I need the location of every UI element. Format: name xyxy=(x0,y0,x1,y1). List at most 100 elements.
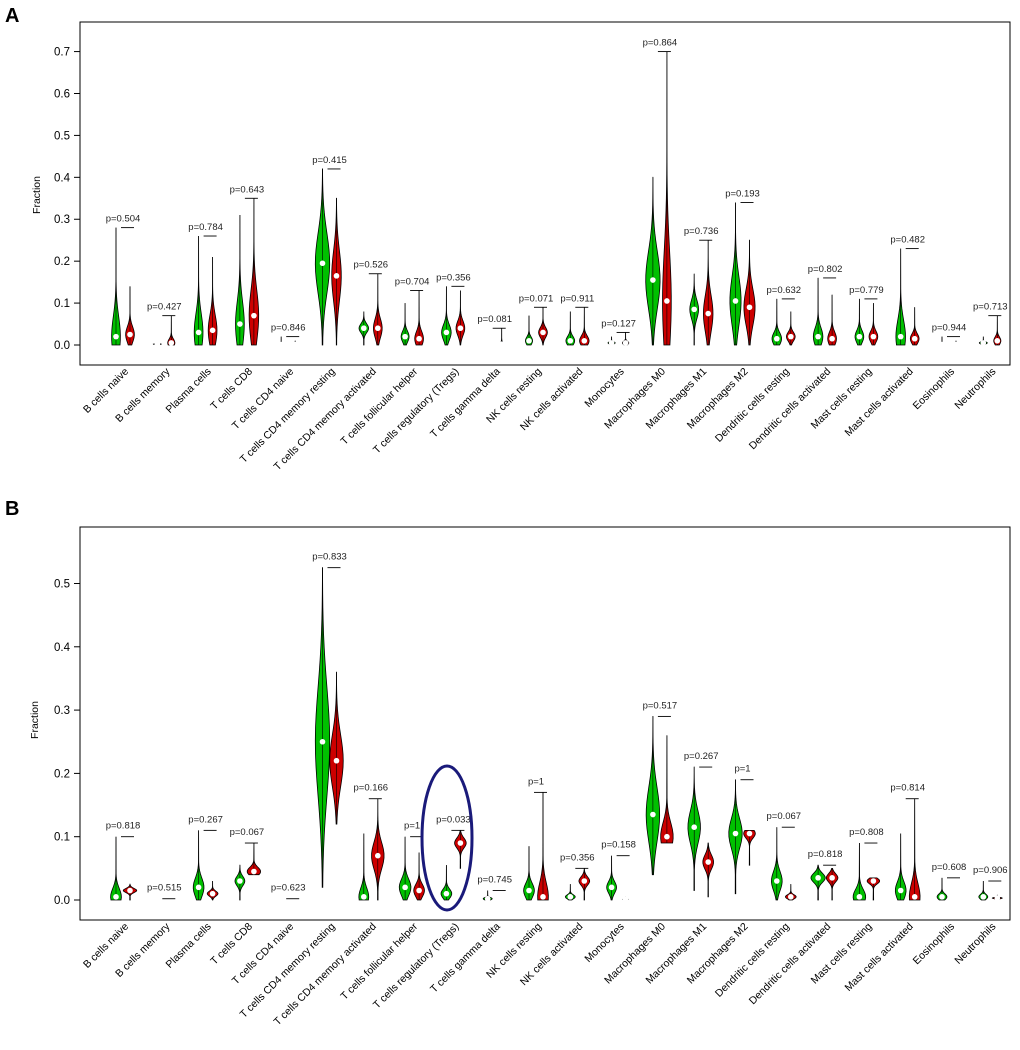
panel-b-median-t-cells-cd4-memory-resting-group1 xyxy=(319,738,326,745)
panel-b-y-tick-label: 0.0 xyxy=(54,895,70,907)
panel-a-p-value-mast-cells-resting: p=0.779 xyxy=(849,285,884,296)
panel-a-category-label-dendritic-cells-activated: Dendritic cells activated xyxy=(747,366,834,453)
panel-b-p-value-t-cells-cd4-memory-resting: p=0.833 xyxy=(312,552,347,563)
panel-a-median-nk-cells-activated-group2 xyxy=(581,338,588,344)
panel-b-median-macrophages-m1-group1 xyxy=(691,824,697,831)
panel-b-median-mast-cells-resting-group1 xyxy=(856,894,863,900)
panel-a-median-monocytes-group2 xyxy=(622,340,629,346)
panel-a-median-b-cells-naive-group1 xyxy=(113,333,119,340)
panel-b-median-plasma-cells-group1 xyxy=(195,884,202,891)
panel-b-median-nk-cells-activated-group2 xyxy=(581,878,588,884)
panel-b-y-axis: 0.0 0.1 0.2 0.3 0.4 0.5 xyxy=(54,578,80,907)
panel-a-median-plasma-cells-group1 xyxy=(195,329,202,336)
panel-a-median-t-cells-cd4-memory-resting-group1 xyxy=(319,260,326,267)
panel-a-median-monocytes-group1 xyxy=(608,340,615,346)
panel-b-median-t-cells-cd4-memory-activated-group1 xyxy=(361,894,367,900)
panel-b-y-tick-label: 0.2 xyxy=(54,768,70,780)
panel-b-category-label-mast-cells-activated: Mast cells activated xyxy=(843,921,916,994)
panel-a-p-value-t-cells-cd4-naive: p=0.846 xyxy=(271,323,306,334)
panel-b-median-t-cells-cd4-memory-activated-group2 xyxy=(375,852,381,859)
panel-a-p-value-dendritic-cells-resting: p=0.632 xyxy=(766,285,801,296)
panel-a-p-values: p=0.504 p=0.427 p=0.784 p=0.643 p=0.846 p=0.4… xyxy=(106,38,1008,338)
panel-a-median-dendritic-cells-activated-group1 xyxy=(815,333,821,340)
panel-b-median-macrophages-m0-group2 xyxy=(664,833,670,840)
panel-b-median-nk-cells-activated-group1 xyxy=(567,894,574,900)
panel-b-plot-frame xyxy=(79,526,1011,921)
panel-b-median-t-cells-follicular-helper-group2 xyxy=(416,887,422,894)
panel-b-median-t-cells-gamma-delta-group2 xyxy=(498,896,505,903)
panel-b-category-label-dendritic-cells-resting: Dendritic cells resting xyxy=(713,921,792,1000)
panel-b-median-b-cells-memory-group2 xyxy=(168,896,175,903)
panel-a-y-tick-label: 0.2 xyxy=(54,256,70,268)
panel-a-y-tick-label: 0.3 xyxy=(54,214,70,226)
panel-a-median-neutrophils-group1 xyxy=(980,340,987,346)
panel-b-y-tick-label: 0.1 xyxy=(54,832,70,844)
panel-a-category-label-monocytes: Monocytes xyxy=(582,366,626,410)
panel-a-median-macrophages-m2-group1 xyxy=(732,298,739,304)
panel-b: B Fraction 0.00.10.20.30.40.5 p=0.818p=0… xyxy=(5,498,1011,1028)
panel-a-median-t-cells-cd4-memory-activated-group2 xyxy=(375,325,381,332)
panel-b-category-label-neutrophils: Neutrophils xyxy=(952,921,998,967)
panel-a-median-nk-cells-resting-group2 xyxy=(540,329,546,336)
panel-a-median-t-cells-gamma-delta-group1 xyxy=(484,341,491,348)
panel-a-median-macrophages-m2-group2 xyxy=(746,304,753,311)
panel-b-median-mast-cells-activated-group2 xyxy=(911,894,918,900)
panel-a-median-t-cells-gamma-delta-group2 xyxy=(498,341,505,347)
panel-b-p-value-t-cells-cd4-naive: p=0.623 xyxy=(271,883,306,894)
panel-a-median-nk-cells-activated-group1 xyxy=(567,338,574,344)
panel-b-p-value-plasma-cells: p=0.267 xyxy=(188,814,223,825)
panel-b-p-value-eosinophils: p=0.608 xyxy=(932,862,967,873)
panel-b-median-t-cells-gamma-delta-group1 xyxy=(484,895,491,902)
panel-a-median-eosinophils-group1 xyxy=(939,341,945,348)
panel-a-p-value-t-cells-follicular-helper: p=0.704 xyxy=(395,277,430,288)
panel-b-y-tick-label: 0.4 xyxy=(54,642,71,654)
panel-b-median-nk-cells-resting-group1 xyxy=(526,887,532,894)
panel-b-p-value-macrophages-m1: p=0.267 xyxy=(684,751,719,762)
panel-b-median-neutrophils-group2 xyxy=(994,895,1001,901)
panel-b-p-value-t-cells-cd8: p=0.067 xyxy=(230,827,265,838)
panel-a-p-value-monocytes: p=0.127 xyxy=(601,318,636,329)
panel-b-median-dendritic-cells-activated-group1 xyxy=(815,875,821,881)
panel-b-median-macrophages-m2-group1 xyxy=(732,830,739,837)
panel-a-p-value-plasma-cells: p=0.784 xyxy=(188,222,223,233)
panel-a-median-mast-cells-activated-group1 xyxy=(897,333,904,340)
panel-b-median-t-cells-cd4-naive-group2 xyxy=(292,896,299,903)
panel-b-violins xyxy=(110,567,1003,903)
panel-a-median-plasma-cells-group2 xyxy=(209,327,216,334)
panel-b-median-mast-cells-resting-group2 xyxy=(870,878,877,884)
panel-a-y-tick-label: 0.0 xyxy=(54,340,70,352)
panel-b-p-value-t-cells-regulatory-tregs: p=0.033 xyxy=(436,814,471,825)
panel-a-y-tick-label: 0.1 xyxy=(54,298,70,310)
panel-a-y-axis: 0.0 0.1 0.2 0.3 0.4 0.5 0.6 0.7 xyxy=(54,47,80,352)
panel-a-plot-frame xyxy=(79,21,1011,366)
panel-b-median-t-cells-follicular-helper-group1 xyxy=(402,884,408,891)
panel-b-median-monocytes-group1 xyxy=(608,884,615,891)
panel-a-median-t-cells-regulatory-tregs-group1 xyxy=(443,329,450,336)
panel-a-median-neutrophils-group2 xyxy=(994,338,1001,344)
panel-a-median-t-cells-regulatory-tregs-group2 xyxy=(457,325,464,332)
panel-b-p-value-monocytes: p=0.158 xyxy=(601,840,636,851)
panel-a-median-macrophages-m0-group1 xyxy=(650,277,656,283)
panel-a-p-value-mast-cells-activated: p=0.482 xyxy=(890,235,925,246)
panel-b-p-value-b-cells-naive: p=0.818 xyxy=(106,821,141,832)
panel-b-median-macrophages-m1-group2 xyxy=(705,859,711,865)
panel-b-p-value-macrophages-m2: p=1 xyxy=(734,764,750,775)
panel-a-p-value-neutrophils: p=0.713 xyxy=(973,302,1008,313)
panel-b-median-b-cells-memory-group1 xyxy=(154,896,161,903)
panel-a-y-tick-label: 0.4 xyxy=(54,172,71,184)
panel-a-category-label-t-cells-follicular-helper: T cells follicular helper xyxy=(338,365,420,447)
panel-a-category-label-dendritic-cells-resting: Dendritic cells resting xyxy=(713,366,792,445)
panel-a-p-value-nk-cells-resting: p=0.071 xyxy=(519,293,554,304)
panel-a-p-value-nk-cells-activated: p=0.911 xyxy=(560,293,594,304)
panel-a-p-value-macrophages-m2: p=0.193 xyxy=(725,188,760,199)
panel-b-p-value-nk-cells-activated: p=0.356 xyxy=(560,852,595,863)
panel-b-median-b-cells-naive-group2 xyxy=(127,887,133,894)
panel-a-category-label-t-cells-gamma-delta: T cells gamma delta xyxy=(428,366,503,441)
panel-b-median-t-cells-cd4-naive-group1 xyxy=(278,896,285,903)
panel-a-p-value-macrophages-m0: p=0.864 xyxy=(643,38,678,49)
panel-b-median-eosinophils-group2 xyxy=(953,896,959,903)
panel-a: A Fraction 0.0 0.1 0.2 0.3 0.4 0.5 0.6 0.7 p=0.… xyxy=(5,5,1011,473)
panel-a-p-value-t-cells-cd4-memory-activated: p=0.526 xyxy=(353,260,388,271)
